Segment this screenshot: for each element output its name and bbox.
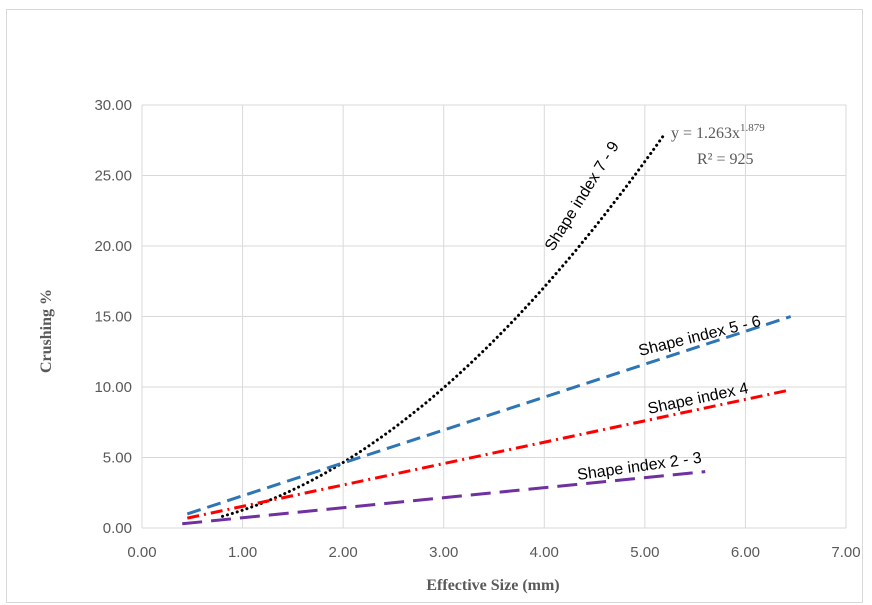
x-tick-label: 3.00 [429, 544, 458, 561]
equation-exponent: 1.879 [740, 122, 765, 134]
trendline-equation: y = 1.263x1.879 [671, 122, 765, 142]
x-tick-label: 7.00 [831, 544, 860, 561]
x-tick-labels: 0.00 1.00 2.00 3.00 4.00 5.00 6.00 7.00 [127, 544, 860, 561]
x-tick-label: 1.00 [228, 544, 257, 561]
y-tick-label: 0.00 [103, 520, 132, 537]
gridlines [141, 104, 847, 529]
x-tick-label: 6.00 [731, 544, 760, 561]
x-axis-title: Effective Size (mm) [426, 577, 559, 594]
y-tick-labels: 0.00 5.00 10.00 15.00 20.00 25.00 30.00 [94, 97, 132, 537]
y-axis-title: Crushing % [38, 289, 55, 373]
series-line-2 [186, 315, 792, 516]
r-squared-label: R² = 925 [697, 151, 754, 168]
y-tick-label: 30.00 [94, 97, 132, 114]
x-tick-label: 0.00 [127, 544, 156, 561]
series-lines [182, 132, 792, 526]
y-tick-label: 15.00 [94, 309, 132, 326]
y-tick-label: 20.00 [94, 238, 132, 255]
series-label-1: Shape index 7 - 9 [542, 139, 623, 254]
y-tick-label: 25.00 [94, 168, 132, 185]
series-line-1 [221, 132, 667, 518]
y-tick-label: 5.00 [103, 450, 132, 467]
series-label-4: Shape index 2 - 3 [576, 450, 703, 484]
x-tick-label: 2.00 [329, 544, 358, 561]
series-label-2: Shape index 5 - 6 [637, 313, 763, 360]
equation-base: y = 1.263x [671, 125, 740, 142]
series-line-4 [182, 470, 706, 526]
series-line-3 [186, 388, 792, 520]
x-tick-label: 5.00 [630, 544, 659, 561]
x-tick-label: 4.00 [530, 544, 559, 561]
y-tick-label: 10.00 [94, 379, 132, 396]
series-label-3: Shape index 4 [646, 380, 750, 418]
chart-frame [6, 9, 863, 603]
series-labels: Shape index 7 - 9 Shape index 5 - 6 Shape … [542, 139, 763, 484]
